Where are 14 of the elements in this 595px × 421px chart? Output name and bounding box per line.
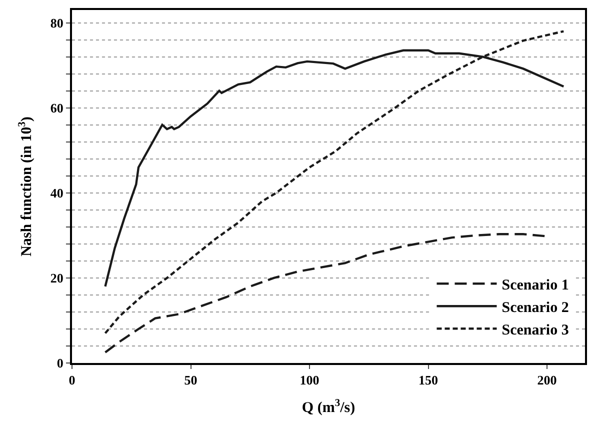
y-tick-label: 20: [50, 270, 64, 286]
x-tick-label: 100: [300, 372, 320, 388]
x-tick-label: 150: [418, 372, 438, 388]
legend-label: Scenario 2: [502, 300, 569, 316]
x-axis-title: Q (m$^{3}$/s): [302, 398, 356, 416]
x-tick-label: 200: [537, 372, 557, 388]
x-tick-label: 50: [184, 372, 198, 388]
x-tick-label: 0: [68, 372, 76, 388]
legend-label: Scenario 1: [502, 277, 569, 294]
y-tick-label: 60: [50, 100, 64, 116]
legend-label: Scenario 3: [502, 322, 569, 338]
y-tick-label: 0: [56, 356, 64, 371]
y-tick-label: 80: [50, 15, 64, 30]
y-tick-label: 40: [50, 185, 64, 200]
